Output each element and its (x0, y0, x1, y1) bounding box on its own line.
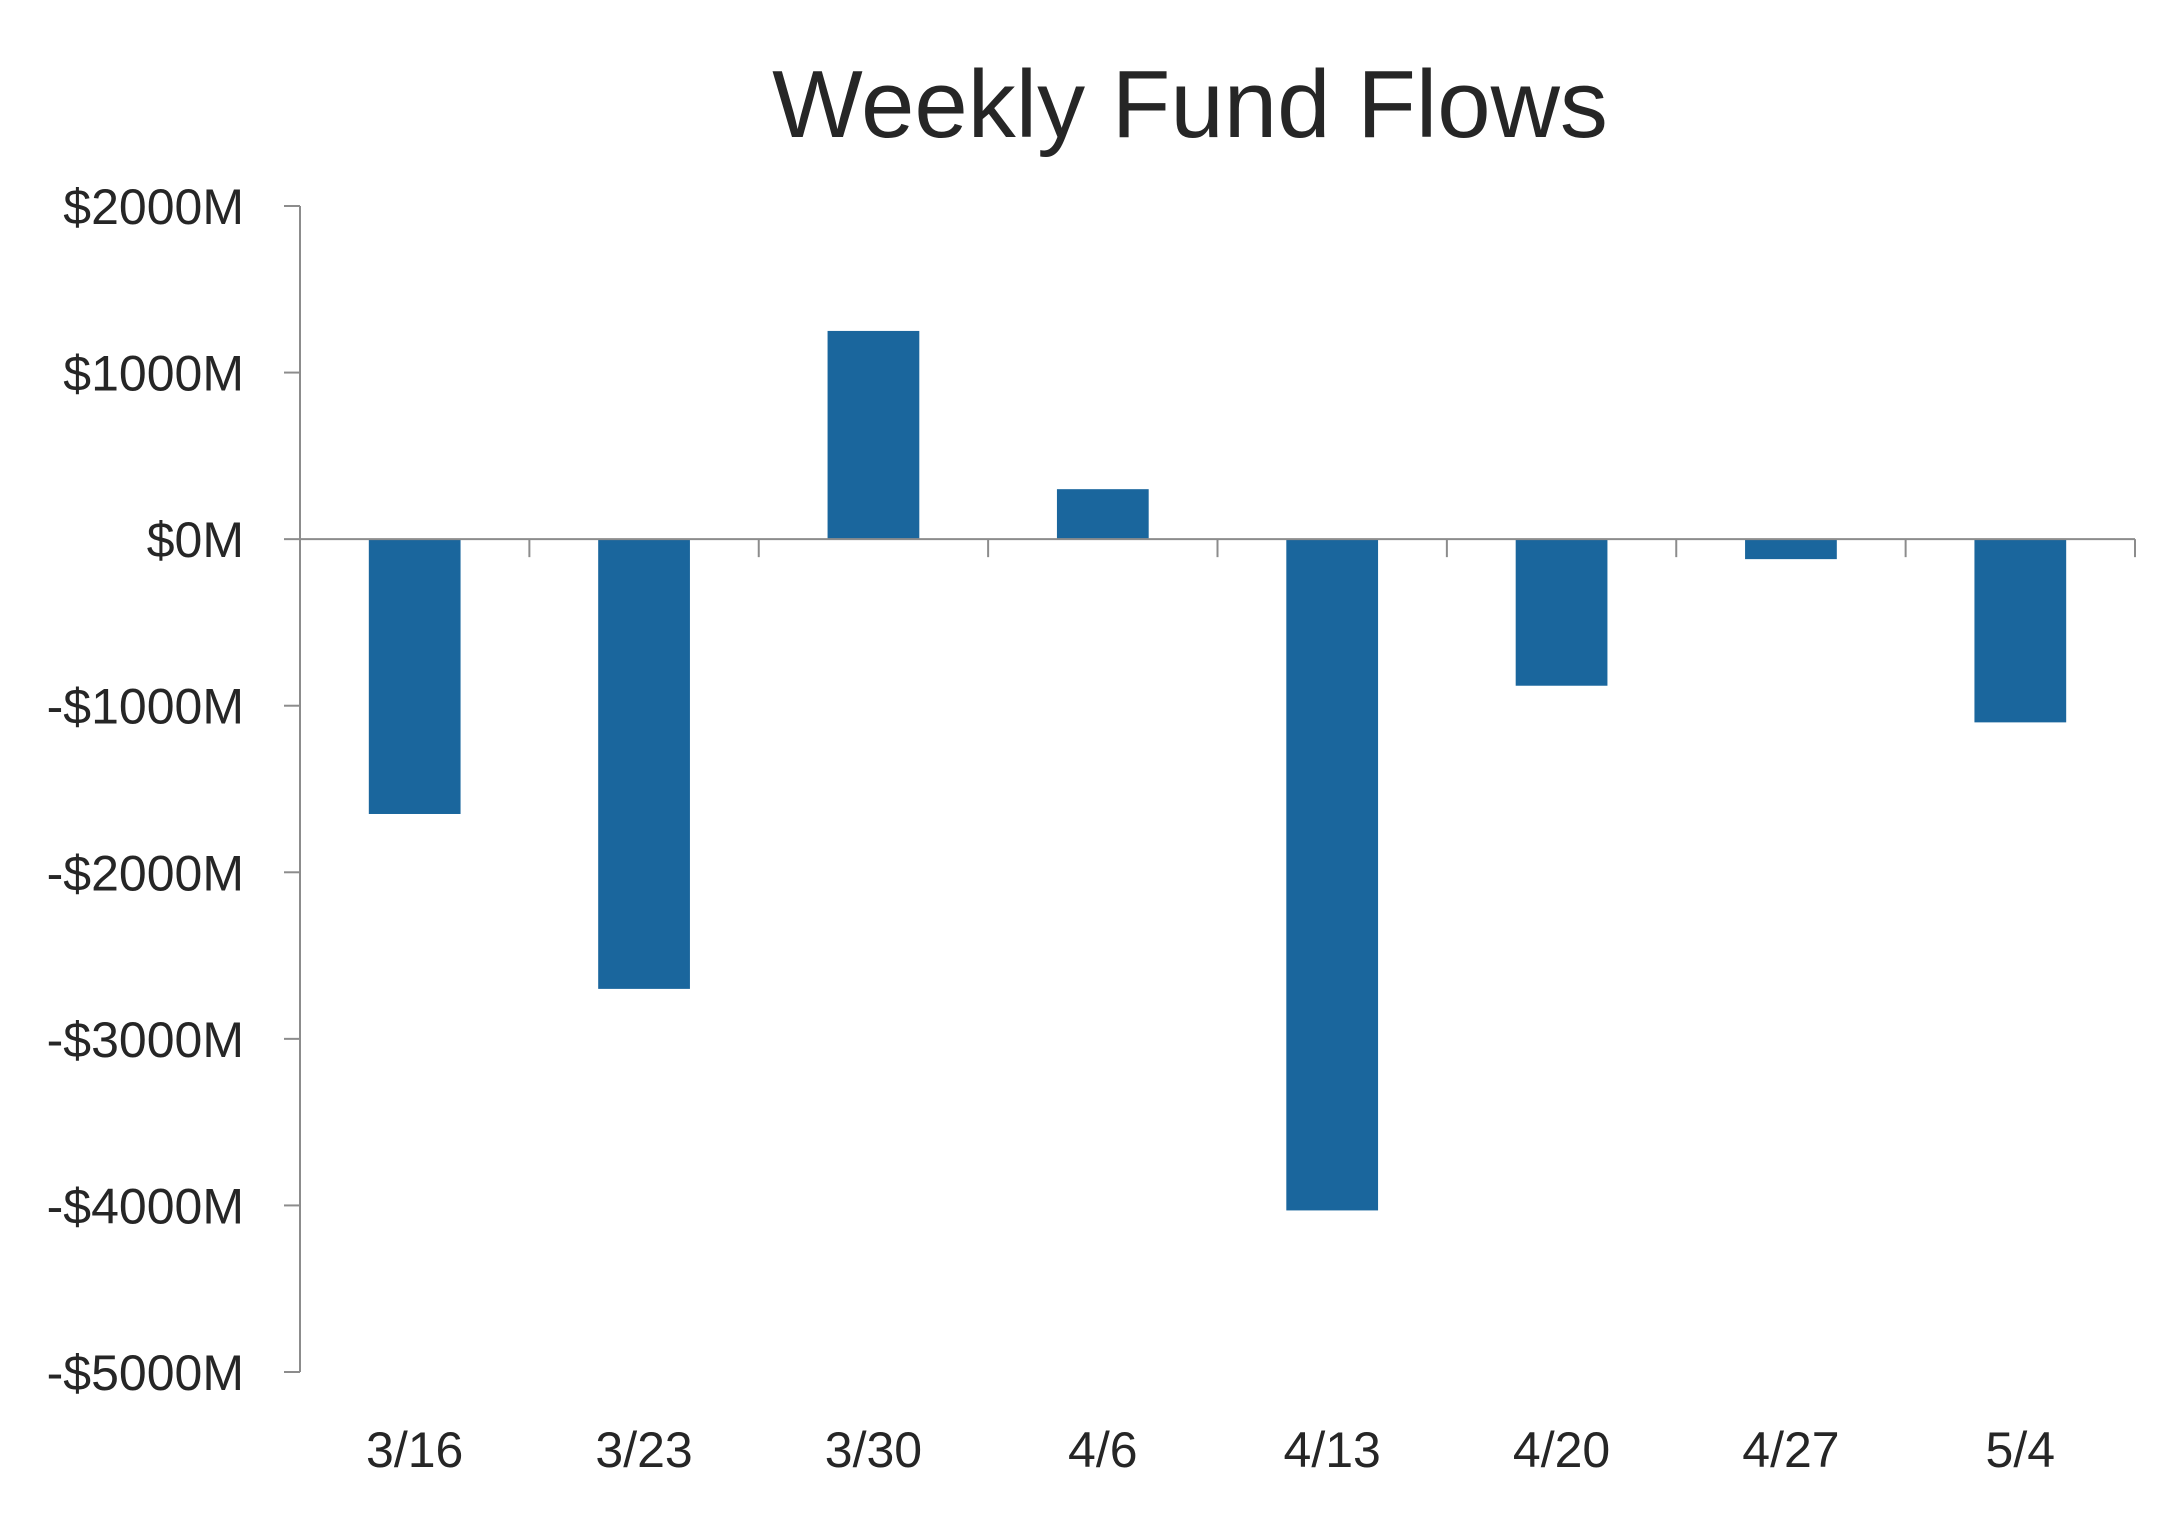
x-tick-label: 5/4 (1986, 1422, 2056, 1478)
x-tick-label: 3/16 (366, 1422, 463, 1478)
chart-title: Weekly Fund Flows (772, 51, 1608, 158)
bar-4-6 (1056, 489, 1149, 540)
x-tick-label: 3/23 (595, 1422, 692, 1478)
bar-3-16 (368, 539, 461, 814)
y-tick-label: -$1000M (47, 679, 244, 735)
y-tick-label: -$3000M (47, 1012, 244, 1068)
bar-3-23 (598, 539, 690, 989)
bar-5-4 (1974, 539, 2067, 723)
y-tick-label: -$4000M (47, 1178, 244, 1234)
y-tick-label: -$5000M (47, 1345, 244, 1401)
x-axis-labels: 3/16 3/23 3/30 4/6 4/13 4/20 4/27 5/4 (366, 1422, 2055, 1478)
x-tick-label: 4/13 (1284, 1422, 1381, 1478)
y-tick-label: $2000M (63, 179, 244, 235)
x-tick-label: 4/27 (1742, 1422, 1839, 1478)
bar-3-30 (827, 330, 920, 540)
bar-4-20 (1515, 539, 1608, 686)
bar-4-13 (1286, 539, 1379, 1211)
x-tick-label: 3/30 (825, 1422, 922, 1478)
y-tick-label: $1000M (63, 346, 244, 402)
y-axis: $2000M $1000M $0M -$1000M -$2000M -$3000M -$40… (47, 179, 301, 1401)
x-tick-label: 4/6 (1068, 1422, 1138, 1478)
y-tick-label: $0M (147, 512, 244, 568)
bars (368, 330, 2067, 1211)
bar-4-27 (1745, 539, 1837, 560)
x-tick-label: 4/20 (1513, 1422, 1610, 1478)
y-tick-label: -$2000M (47, 845, 244, 901)
x-axis (300, 538, 2136, 558)
